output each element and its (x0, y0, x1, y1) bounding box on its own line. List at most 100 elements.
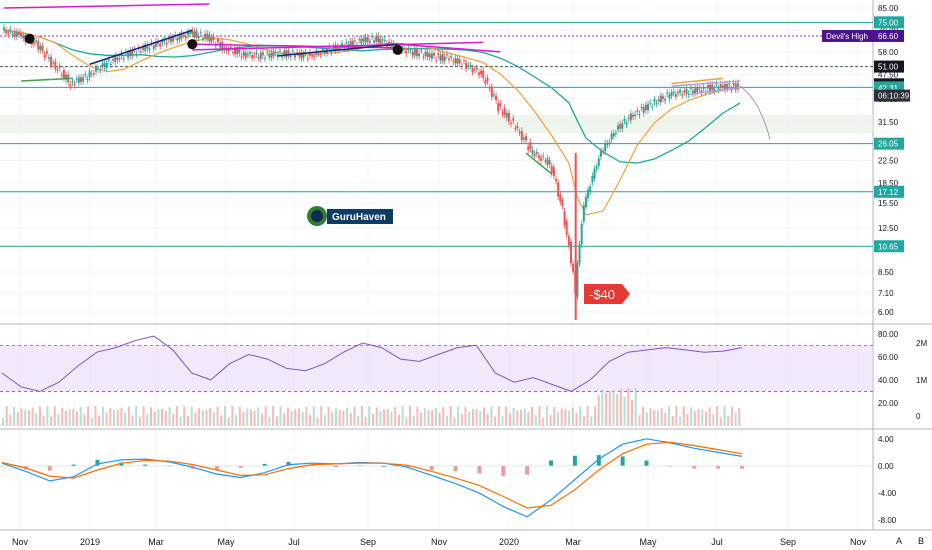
candle-body (311, 54, 314, 57)
macd-histogram-bar (334, 465, 339, 467)
candle-body (178, 35, 181, 40)
candle-body (595, 166, 598, 169)
candle-body (460, 65, 463, 67)
price-label-text: 10.65 (878, 242, 899, 251)
candle-body (572, 263, 575, 272)
marker-dot (187, 39, 198, 50)
candle-body (7, 32, 10, 35)
time-axis-label: Nov (12, 537, 29, 547)
trend-line[interactable] (3, 3, 210, 9)
candle-body (448, 58, 451, 60)
volume-bar (605, 392, 608, 426)
price-pane[interactable] (0, 3, 873, 320)
candle-body (602, 150, 605, 152)
volume-bar (327, 406, 330, 426)
rsi-pane[interactable] (0, 335, 873, 426)
candle-body (261, 52, 264, 56)
candle-body (430, 53, 433, 59)
trend-line[interactable] (277, 43, 398, 57)
candle-body (606, 143, 609, 145)
candle-body (116, 57, 119, 61)
price-label[interactable]: 51.00 (874, 60, 904, 73)
volume-bar (113, 409, 115, 426)
volume-bar (187, 415, 189, 426)
candle-body (99, 69, 102, 71)
volume-bar (131, 415, 134, 426)
candle-body (317, 53, 320, 55)
price-label[interactable]: 10.65 (874, 240, 904, 253)
volume-bar (553, 406, 556, 426)
price-tick-label: 58.00 (878, 48, 899, 57)
trend-line[interactable] (21, 77, 73, 82)
macd-axis[interactable]: 4.00 0.00 -4.00 -8.00 (878, 435, 897, 525)
price-label[interactable]: 06:10:39 (874, 89, 910, 102)
candle-body (255, 52, 258, 55)
volume-bar (412, 415, 415, 426)
candle-body (683, 90, 686, 93)
candle-body (490, 86, 493, 97)
trend-line[interactable] (525, 152, 553, 175)
price-label[interactable]: 26.05 (874, 137, 904, 150)
candle-body (619, 124, 622, 129)
candle-body (422, 56, 425, 58)
macd-tick-label: -8.00 (878, 516, 897, 525)
candle-body (270, 52, 273, 58)
trend-line[interactable] (688, 86, 741, 96)
candle-body (212, 36, 215, 40)
price-label-text: 17.12 (878, 188, 899, 197)
candle-body (473, 69, 476, 71)
candle-body (520, 130, 523, 141)
price-label[interactable]: 75.00 (874, 16, 904, 29)
macd-tick-label: 4.00 (878, 435, 894, 444)
candle-body (231, 51, 234, 53)
candle-body (597, 158, 600, 167)
candle-body (529, 142, 532, 149)
auto-scale-button[interactable]: A (896, 536, 902, 546)
price-tick-label: 12.50 (878, 224, 899, 233)
candle-body (719, 84, 722, 89)
candle-body (272, 52, 275, 56)
volume-bar (705, 411, 707, 426)
rsi-line (1, 335, 743, 392)
log-scale-button[interactable]: B (918, 536, 924, 546)
price-axis[interactable]: 85.0070.0058.0047.5038.5031.5026.0522.50… (822, 4, 910, 317)
candle-body (582, 205, 585, 222)
volume-bar (375, 407, 378, 426)
volume-bar (423, 408, 426, 426)
volume-bar (656, 410, 659, 426)
macd-pane[interactable] (0, 438, 873, 518)
volume-bar (357, 416, 360, 426)
candle-body (392, 43, 395, 50)
trend-line[interactable] (671, 77, 723, 85)
candle-body (706, 85, 709, 89)
macd-histogram-bar (119, 462, 124, 466)
volume-bar (538, 406, 541, 426)
candle-body (240, 56, 243, 58)
candle-body (482, 70, 485, 78)
candle-body (103, 63, 106, 68)
volume-bar (534, 415, 537, 426)
trend-line[interactable] (397, 43, 501, 53)
volume-bar (257, 407, 260, 426)
volume-bar (542, 417, 545, 426)
volume-bar (183, 406, 186, 426)
macd-histogram-bar (596, 455, 601, 466)
time-axis[interactable]: Nov 2019 Mar May Jul Sep Nov 2020 Mar May Jul Sep No… (12, 537, 867, 547)
signal-line (1, 441, 743, 509)
volume-bar (372, 413, 374, 426)
candle-body (253, 55, 256, 57)
candle-body (599, 151, 602, 157)
price-label[interactable]: Devil's High 66.60 (822, 29, 904, 42)
macd-histogram-bar (453, 465, 458, 472)
volume-bar (157, 408, 160, 426)
candle-body (101, 63, 104, 66)
candle-body (736, 82, 739, 90)
candle-body (112, 58, 115, 61)
price-label[interactable]: 17.12 (874, 185, 904, 198)
rsi-axis[interactable]: 80.00 60.00 40.00 20.00 2M 1M 0 (878, 330, 927, 421)
trend-line[interactable] (671, 80, 741, 87)
trend-line[interactable] (89, 29, 193, 66)
volume-bar (394, 407, 397, 426)
trend-line[interactable] (192, 41, 484, 51)
